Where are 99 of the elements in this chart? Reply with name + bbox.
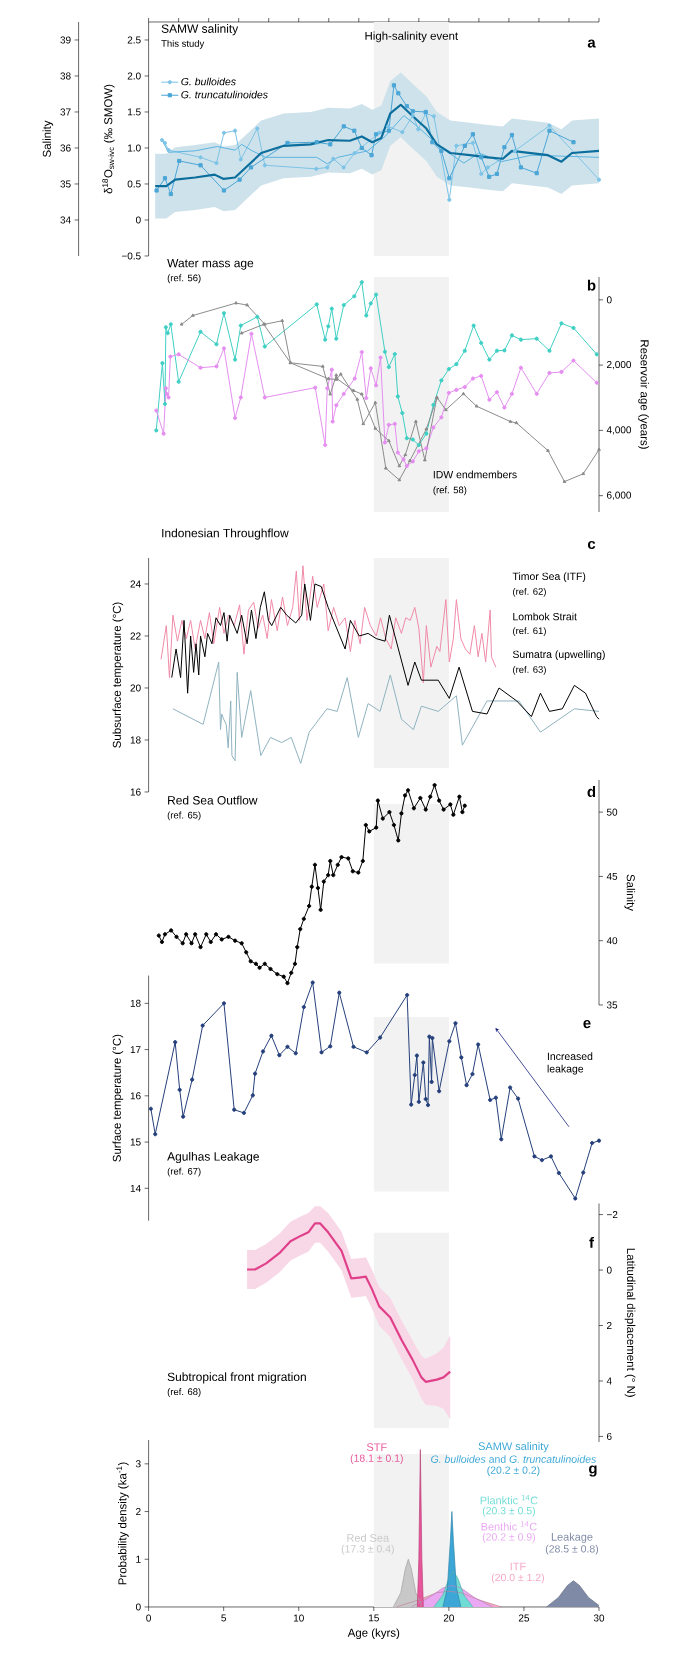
x-tick-label: 10 (293, 1614, 304, 1622)
text: Red Sea Outflow (168, 795, 258, 805)
y-tick-label: 22 (130, 632, 141, 640)
y-axis-title: δ$^{18}$O$_{sw-ivc}$ (‰ SMOW) (102, 84, 115, 194)
y-tick-label: 1.0 (128, 144, 141, 152)
annotation: Sumatra (upwelling) (512, 650, 605, 661)
annotation: g (589, 1465, 597, 1477)
annotation: b (587, 279, 596, 291)
annotation: (ref. 63) (513, 665, 546, 675)
y2-tick-label: 0 (606, 1266, 612, 1274)
band-label: High-salinity event (365, 31, 459, 43)
x-tick-label: 5 (221, 1614, 227, 1622)
annotation: Increased leakage (547, 1052, 593, 1075)
annotation: (20.3 ± 0.5) (482, 1506, 535, 1517)
annotation: (18.1 ± 0.1) (350, 1454, 403, 1464)
x-tick-label: 25 (518, 1614, 530, 1622)
y2-tick-label: 39 (60, 36, 71, 44)
y-tick-label: 20 (130, 684, 141, 692)
y2-tick-label: 6 (607, 1432, 612, 1440)
y-tick-label: 3 (135, 1460, 141, 1468)
x-axis-title: Age (kyrs) (347, 1628, 400, 1640)
y-tick-label: 1.5 (128, 108, 141, 116)
y2-tick-label: 35 (606, 1001, 618, 1009)
y2-tick-label: 2 (607, 1322, 612, 1329)
chart-subtitle: (ref. 56) (167, 274, 201, 284)
chart-title: SAMW salinity (161, 24, 239, 36)
y-tick-label: 18 (130, 736, 141, 744)
y-tick-label: 1 (136, 1555, 141, 1563)
annotation: IDW endmembers (433, 470, 517, 479)
y2-tick-label: −2 (606, 1211, 618, 1219)
x-tick-label: 0 (146, 1614, 151, 1622)
x-tick-label: 30 (593, 1614, 605, 1622)
y-tick-label: 18 (130, 999, 141, 1007)
y2-tick-label: 34 (60, 216, 71, 224)
legend-label: G. bulloides (181, 77, 236, 86)
y-tick-label: 2.5 (127, 36, 141, 44)
y-tick-label: 17 (130, 1046, 141, 1054)
annotation: (ref. 58) (433, 486, 467, 496)
y2-tick-label: 4 (606, 1377, 612, 1385)
y2-tick-label: 2,000 (607, 361, 632, 370)
y-tick-label: 16 (130, 788, 141, 796)
y-tick-label: 16 (130, 1092, 141, 1100)
chart-title: Water mass age (167, 258, 254, 270)
y2-axis-title: Latitudinal displacement (° N) (624, 1248, 636, 1397)
legend-label: G. truncatulinoides (181, 90, 268, 99)
annotation: G. bulloides and G. truncatulinoides (431, 1455, 597, 1463)
y2-tick-label: 40 (606, 937, 618, 945)
y2-tick-label: 50 (606, 808, 618, 816)
annotation: d (587, 786, 596, 798)
y-axis-title: Subsurface temperature (°C) (112, 602, 124, 748)
y-tick-label: −0.5 (121, 252, 141, 260)
annotation: Timor Sea (ITF) (512, 572, 586, 583)
text: SAMW salinity (478, 1442, 549, 1453)
text: STF (366, 1443, 387, 1452)
annotation: (20.2 ± 0.2) (487, 1466, 540, 1476)
y-axis-title: Probability density (ka$^{-1}$) (116, 1462, 129, 1585)
y2-tick-label: 35 (60, 180, 71, 188)
text: c (587, 540, 596, 550)
y-tick-label: 14 (130, 1184, 141, 1192)
y-tick-label: 0.5 (127, 180, 141, 188)
y-tick-label: 2.0 (127, 72, 141, 80)
chart-title: Indonesian Throughflow (162, 528, 289, 540)
annotation: (28.5 ± 0.8) (545, 1544, 599, 1555)
annotation: (20.0 ± 1.2) (491, 1573, 544, 1584)
annotation: (ref. 61) (513, 627, 546, 636)
y2-tick-label: 4,000 (606, 426, 632, 435)
text: (ref. 68) (167, 1388, 201, 1397)
y-tick-label: 15 (130, 1138, 141, 1146)
annotation: f (589, 1236, 595, 1248)
text: This study (161, 39, 205, 49)
y-tick-label: 24 (130, 580, 141, 588)
y2-tick-label: 38 (60, 72, 71, 80)
annotation: e (583, 1020, 591, 1029)
annotation: (ref. 62) (513, 587, 546, 597)
text: (ref. 65) (167, 811, 201, 821)
y2-axis-title: Reservoir age (years) (638, 340, 649, 449)
text: (ref. 67) (167, 1167, 201, 1177)
y2-tick-label: 37 (60, 108, 71, 116)
y-tick-label: 0 (135, 216, 141, 224)
y2-axis-title: Salinity (42, 120, 54, 157)
y2-tick-label: 0 (606, 296, 612, 304)
y2-tick-label: 45 (606, 872, 618, 880)
y-tick-label: 2 (136, 1508, 141, 1516)
annotation: Lombok Strait (513, 612, 577, 621)
x-tick-label: 15 (369, 1614, 379, 1622)
text: Subtropical front migration (167, 1372, 306, 1384)
y-tick-label: 0 (135, 1603, 141, 1611)
annotation: a (587, 39, 596, 48)
text: ITF (510, 1562, 526, 1571)
y2-tick-label: 36 (60, 144, 71, 152)
annotation: (20.2 ± 0.9) (482, 1532, 535, 1543)
text: Leakage (551, 1532, 593, 1543)
y-axis-title: Surface temperature (°C) (112, 1034, 124, 1162)
text: Planktic $^{14}$C (480, 1494, 538, 1505)
y2-tick-label: 6,000 (607, 491, 632, 500)
text: Agulhas Leakage (167, 1151, 259, 1164)
text: Benthic $^{14}$C (481, 1521, 537, 1531)
y2-axis-title: Salinity (624, 874, 636, 911)
x-tick-label: 20 (443, 1614, 455, 1622)
